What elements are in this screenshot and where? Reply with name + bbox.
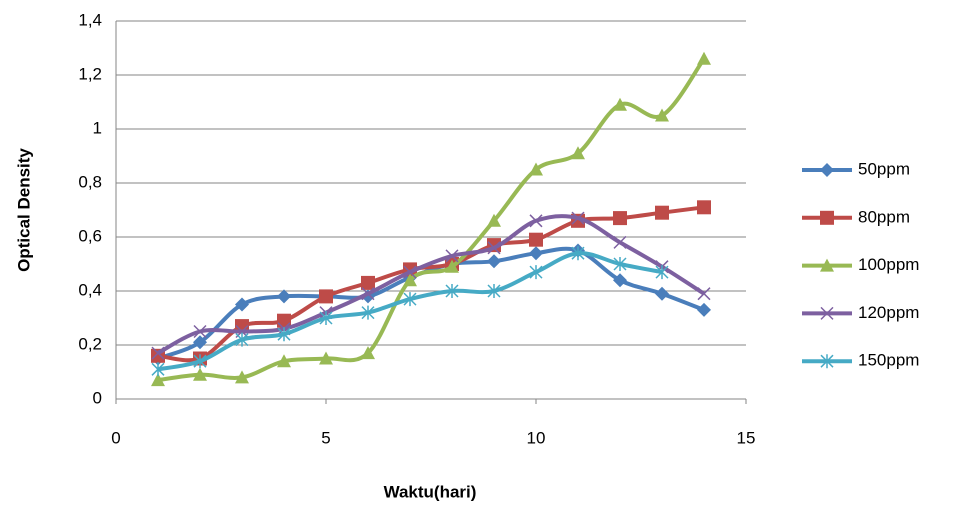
y-tick-label: 0,8	[78, 172, 102, 191]
marker	[487, 241, 501, 255]
marker	[529, 162, 543, 176]
marker	[319, 289, 333, 304]
marker	[655, 286, 669, 301]
marker	[277, 289, 291, 304]
marker	[277, 327, 291, 342]
marker	[403, 265, 417, 279]
marker	[697, 302, 711, 317]
y-tick-label: 0,6	[78, 226, 102, 245]
x-tick-label: 15	[737, 428, 756, 447]
series-line	[157, 214, 706, 355]
marker	[151, 362, 165, 377]
legend-label: 100ppm	[858, 255, 919, 274]
marker	[613, 235, 627, 249]
marker	[445, 259, 459, 273]
marker	[151, 373, 165, 387]
marker	[613, 273, 627, 288]
marker	[655, 108, 669, 122]
x-axis-title: Waktu(hari)	[384, 482, 477, 501]
marker	[403, 292, 417, 307]
y-tick-label: 0	[93, 388, 102, 407]
legend-label: 120ppm	[858, 303, 919, 322]
marker	[319, 311, 333, 325]
marker	[193, 324, 207, 339]
marker	[487, 254, 501, 269]
marker	[235, 370, 249, 384]
marker	[361, 275, 375, 290]
legend-marker	[820, 258, 834, 272]
marker	[529, 232, 543, 247]
marker	[613, 211, 627, 226]
series	[151, 51, 711, 387]
marker	[487, 284, 501, 298]
y-tick-label: 1,2	[78, 64, 102, 83]
marker	[235, 332, 249, 347]
marker	[529, 265, 543, 280]
legend-label: 80ppm	[858, 207, 910, 226]
marker	[361, 346, 375, 360]
marker	[151, 346, 165, 360]
legend-label: 50ppm	[858, 159, 910, 178]
marker	[529, 214, 543, 228]
legend-label: 150ppm	[858, 351, 919, 370]
marker	[697, 287, 711, 301]
legend-marker	[820, 354, 834, 369]
y-tick-label: 1,4	[78, 10, 102, 29]
legend-marker	[820, 306, 834, 320]
marker	[361, 305, 375, 320]
x-tick-label: 5	[321, 428, 330, 447]
series	[151, 246, 669, 377]
marker	[571, 146, 585, 160]
marker	[445, 284, 459, 298]
marker	[529, 246, 543, 261]
y-tick-label: 0,4	[78, 280, 102, 299]
marker	[697, 200, 711, 215]
marker	[403, 273, 417, 287]
marker	[655, 265, 669, 280]
y-axis-title: Optical Density	[14, 148, 33, 272]
marker	[277, 313, 291, 328]
marker	[361, 287, 375, 301]
legend-marker	[820, 210, 834, 225]
y-tick-label: 0,2	[78, 334, 102, 353]
marker	[277, 354, 291, 368]
series	[151, 211, 711, 360]
marker	[193, 354, 207, 369]
marker	[445, 249, 459, 263]
marker	[613, 97, 627, 111]
marker	[697, 51, 711, 65]
marker	[655, 205, 669, 220]
marker	[613, 257, 627, 271]
x-tick-label: 0	[111, 428, 120, 447]
marker	[193, 367, 207, 381]
legend-marker	[820, 163, 834, 177]
y-tick-label: 1	[93, 118, 102, 137]
x-tick-label: 10	[527, 428, 546, 447]
marker	[319, 351, 333, 365]
marker	[487, 213, 501, 227]
marker	[571, 211, 585, 225]
marker	[571, 246, 585, 261]
marker	[193, 335, 207, 350]
marker	[235, 297, 249, 312]
